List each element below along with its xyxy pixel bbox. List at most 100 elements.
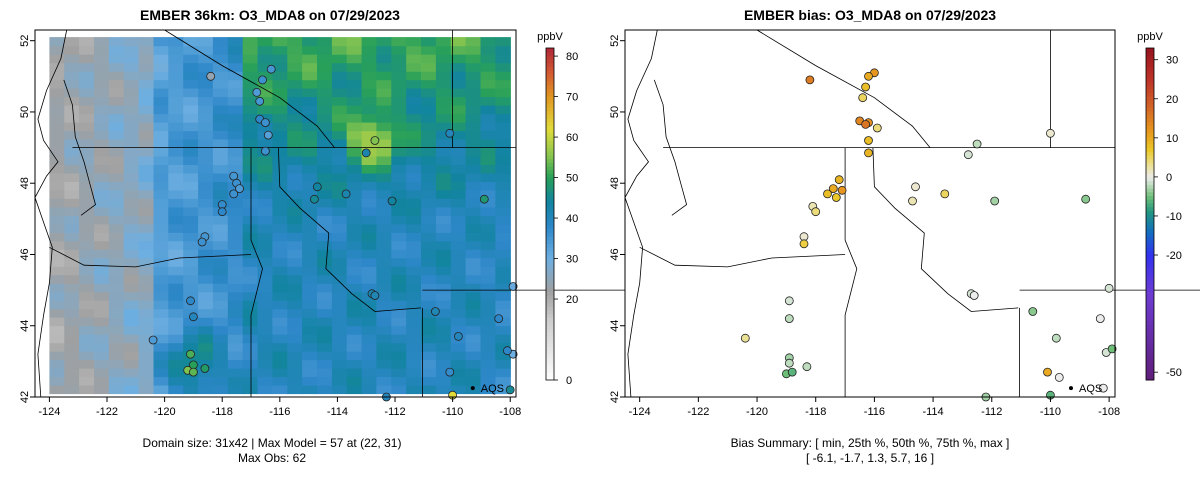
heatmap-cell <box>317 45 333 55</box>
heatmap-cell <box>272 206 288 216</box>
heatmap-cell <box>421 283 437 293</box>
colorbar-segment <box>1146 258 1154 263</box>
heatmap-cell <box>421 257 437 267</box>
heatmap-cell <box>94 147 110 157</box>
heatmap-cell <box>480 283 496 293</box>
boundary-line <box>250 147 263 397</box>
heatmap-cell <box>376 325 392 335</box>
heatmap-cell <box>302 181 318 191</box>
heatmap-cell <box>465 368 482 378</box>
heatmap-cell <box>495 130 511 140</box>
heatmap-cell <box>287 385 303 395</box>
heatmap-cell <box>123 223 140 233</box>
heatmap-cell <box>212 266 229 276</box>
colorbar-segment <box>1146 328 1154 333</box>
colorbar-segment <box>546 276 554 281</box>
heatmap-cell <box>331 96 348 106</box>
heatmap-cell <box>435 88 452 98</box>
observation-point <box>188 312 198 322</box>
heatmap-cell <box>79 385 95 395</box>
heatmap-cell <box>227 359 244 369</box>
heatmap-cell <box>49 376 65 386</box>
heatmap-cell <box>257 96 273 106</box>
heatmap-cell <box>138 385 155 395</box>
heatmap-cell <box>153 164 169 174</box>
heatmap-cell <box>257 88 273 98</box>
colorbar-segment <box>546 350 554 355</box>
heatmap-cell <box>317 223 333 233</box>
heatmap-cell <box>465 155 482 165</box>
heatmap-cell <box>242 181 259 191</box>
heatmap-cell <box>435 283 452 293</box>
heatmap-cell <box>361 317 378 327</box>
heatmap-cell <box>331 274 348 284</box>
heatmap-cell <box>421 172 437 182</box>
heatmap-cell <box>435 206 452 216</box>
heatmap-cell <box>421 376 437 386</box>
heatmap-cell <box>198 240 214 250</box>
heatmap-cell <box>108 359 125 369</box>
heatmap-cell <box>465 351 482 361</box>
heatmap-cell <box>153 198 169 208</box>
colorbar-segment <box>546 328 554 333</box>
heatmap-cell <box>435 232 452 242</box>
heatmap-cell <box>361 308 378 318</box>
heatmap-cell <box>435 189 452 199</box>
heatmap-cell <box>257 317 273 327</box>
heatmap-cell <box>495 122 511 132</box>
heatmap-cell <box>123 300 140 310</box>
heatmap-cell <box>331 122 348 132</box>
heatmap-cell <box>198 376 214 386</box>
heatmap-cell <box>272 351 288 361</box>
heatmap-cell <box>495 257 511 267</box>
heatmap-cell <box>227 62 244 72</box>
heatmap-cell <box>406 96 422 106</box>
heatmap-cell <box>79 317 95 327</box>
heatmap-cell <box>257 113 273 123</box>
y-tick-label: 52 <box>609 35 621 47</box>
heatmap-cell <box>64 88 80 98</box>
heatmap-cell <box>138 88 155 98</box>
heatmap-cell <box>480 206 496 216</box>
heatmap-cell <box>435 37 452 47</box>
heatmap-cell <box>138 351 155 361</box>
heatmap-cell <box>168 62 184 72</box>
heatmap-cell <box>108 274 125 284</box>
heatmap-cell <box>49 240 65 250</box>
heatmap-cell <box>168 359 184 369</box>
heatmap-cell <box>138 266 155 276</box>
observation-point <box>831 193 841 202</box>
observation-point <box>200 364 210 373</box>
heatmap-cell <box>138 113 155 123</box>
heatmap-cell <box>123 376 140 386</box>
heatmap-cell <box>391 325 407 335</box>
heatmap-cell <box>79 359 95 369</box>
heatmap-cell <box>227 71 244 81</box>
heatmap-cell <box>317 266 333 276</box>
heatmap-cell <box>183 291 199 301</box>
heatmap-cell <box>450 122 467 132</box>
colorbar-segment <box>1146 129 1154 134</box>
observation-point <box>479 194 489 204</box>
heatmap-cell <box>361 385 378 395</box>
heatmap-cell <box>480 147 496 157</box>
heatmap-cell <box>495 266 511 276</box>
heatmap-cell <box>108 189 125 199</box>
colorbar-segment <box>1146 239 1154 245</box>
y-tick-label: 48 <box>609 177 621 189</box>
heatmap-cell <box>331 71 348 81</box>
colorbar-segment <box>1146 217 1154 222</box>
heatmap-cell <box>108 342 125 352</box>
heatmap-cell <box>317 147 333 157</box>
heatmap-cell <box>183 79 199 89</box>
heatmap-cell <box>183 266 199 276</box>
colorbar-segment <box>1146 140 1154 145</box>
heatmap-cell <box>212 79 229 89</box>
heatmap-cell <box>64 308 80 318</box>
heatmap-cell <box>331 105 348 115</box>
heatmap-cell <box>79 54 95 64</box>
heatmap-cell <box>168 325 184 335</box>
colorbar-segment <box>1146 66 1154 71</box>
